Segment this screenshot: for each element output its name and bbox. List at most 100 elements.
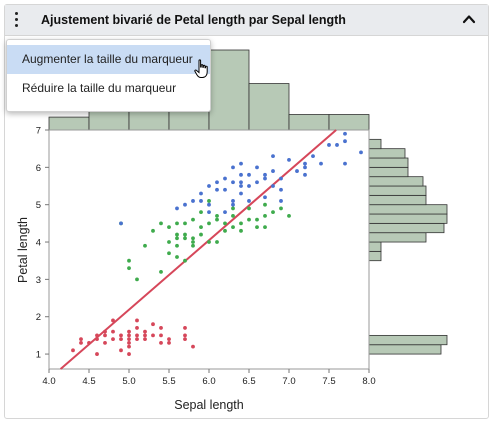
scatter-point [303, 172, 307, 177]
scatter-point [183, 326, 187, 330]
scatter-point [143, 243, 147, 248]
scatter-point [191, 243, 195, 248]
right-histogram-bar [368, 185, 427, 196]
x-tick-label: 8.0 [362, 376, 375, 387]
scatter-point [127, 340, 131, 345]
scatter-point [215, 240, 219, 244]
scatter-point [199, 232, 203, 237]
right-histogram-bar [368, 148, 406, 159]
scatter-point [223, 176, 227, 181]
scatter-point [127, 266, 131, 271]
scatter-point [215, 213, 219, 218]
scatter-point [223, 228, 227, 233]
scatter-point [247, 217, 251, 222]
scatter-point [255, 165, 259, 170]
x-tick-label: 4.0 [42, 376, 55, 387]
scatter-point [127, 329, 131, 334]
right-histogram-bar [368, 344, 442, 355]
scatter-point [231, 165, 235, 170]
x-tick-label: 7.5 [322, 376, 335, 387]
scatter-points [71, 131, 363, 356]
scatter-point [231, 225, 235, 229]
scatter-point [279, 187, 283, 192]
scatter-point [239, 180, 243, 185]
scatter-point [135, 277, 139, 282]
scatter-point [343, 161, 347, 166]
scatter-point [191, 199, 195, 203]
scatter-point [207, 184, 211, 188]
chevron-up-icon[interactable] [462, 12, 476, 26]
right-histogram-bar [368, 166, 409, 178]
scatter-point [231, 213, 235, 218]
panel-title: Ajustement bivarié de Petal length par S… [41, 13, 346, 27]
decrease-marker-size-item[interactable]: Réduire la taille du marqueur [22, 81, 177, 95]
scatter-point [159, 221, 163, 226]
scatter-point [231, 180, 235, 185]
scatter-point [175, 232, 179, 237]
right-histogram-bar [368, 157, 409, 168]
scatter-point [103, 333, 107, 338]
scatter-point [175, 236, 179, 241]
right-histogram-bar [368, 222, 445, 234]
scatter-point [271, 154, 275, 159]
scatter-point [207, 202, 211, 207]
scatter-point [311, 154, 315, 159]
scatter-point [183, 236, 187, 241]
scatter-point [239, 172, 243, 177]
y-tick-label: 7 [36, 126, 41, 137]
scatter-point [199, 210, 203, 215]
right-histogram-bar [368, 204, 448, 215]
scatter-point [271, 184, 275, 188]
scatter-point [271, 169, 275, 173]
scatter-point [287, 157, 291, 162]
scatter-point [343, 139, 347, 144]
scatter-point [151, 333, 155, 338]
scatter-point [119, 221, 123, 226]
scatter-point [127, 333, 131, 338]
scatter-point [231, 206, 235, 211]
scatter-point [183, 221, 187, 226]
x-tick-label: 6.0 [202, 376, 215, 387]
top-histogram-bar [208, 49, 250, 131]
right-histogram-bar [368, 213, 448, 224]
scatter-point [215, 180, 219, 185]
scatter-point [71, 348, 75, 353]
scatter-point [255, 225, 259, 229]
kebab-icon[interactable] [12, 12, 20, 29]
scatter-point [135, 326, 139, 330]
x-tick-label: 5.0 [122, 376, 135, 387]
scatter-point [263, 176, 267, 181]
scatter-point [95, 337, 99, 342]
scatter-point [279, 176, 283, 181]
scatter-point [183, 232, 187, 237]
y-tick-label: 6 [36, 163, 41, 174]
increase-marker-size-item[interactable]: Augmenter la taille du marqueur [7, 45, 210, 74]
scatter-point [263, 202, 267, 207]
scatter-point [303, 165, 307, 170]
y-axis-label: Petal length [16, 217, 30, 283]
plot-frame [48, 129, 370, 370]
scatter-point [255, 180, 259, 185]
scatter-point [263, 225, 267, 229]
right-histogram-bar [368, 334, 448, 346]
scatter-point [295, 169, 299, 173]
scatter-point [247, 172, 251, 177]
scatter-point [239, 221, 243, 226]
scatter-point [247, 199, 251, 203]
scatter-point [175, 243, 179, 248]
scatter-point [223, 210, 227, 215]
y-tick-label: 5 [36, 200, 41, 211]
scatter-point [263, 195, 267, 200]
scatter-point [111, 329, 115, 334]
scatter-point [167, 251, 171, 256]
top-histogram-bar [288, 114, 330, 131]
scatter-point [183, 258, 187, 263]
scatter-point [199, 225, 203, 229]
scatter-point [247, 184, 251, 188]
scatter-point [143, 337, 147, 342]
scatter-point [175, 255, 179, 259]
scatter-point [183, 202, 187, 207]
y-tick-label: 3 [36, 275, 41, 286]
right-histogram-bar [368, 138, 382, 150]
scatter-point [159, 333, 163, 338]
